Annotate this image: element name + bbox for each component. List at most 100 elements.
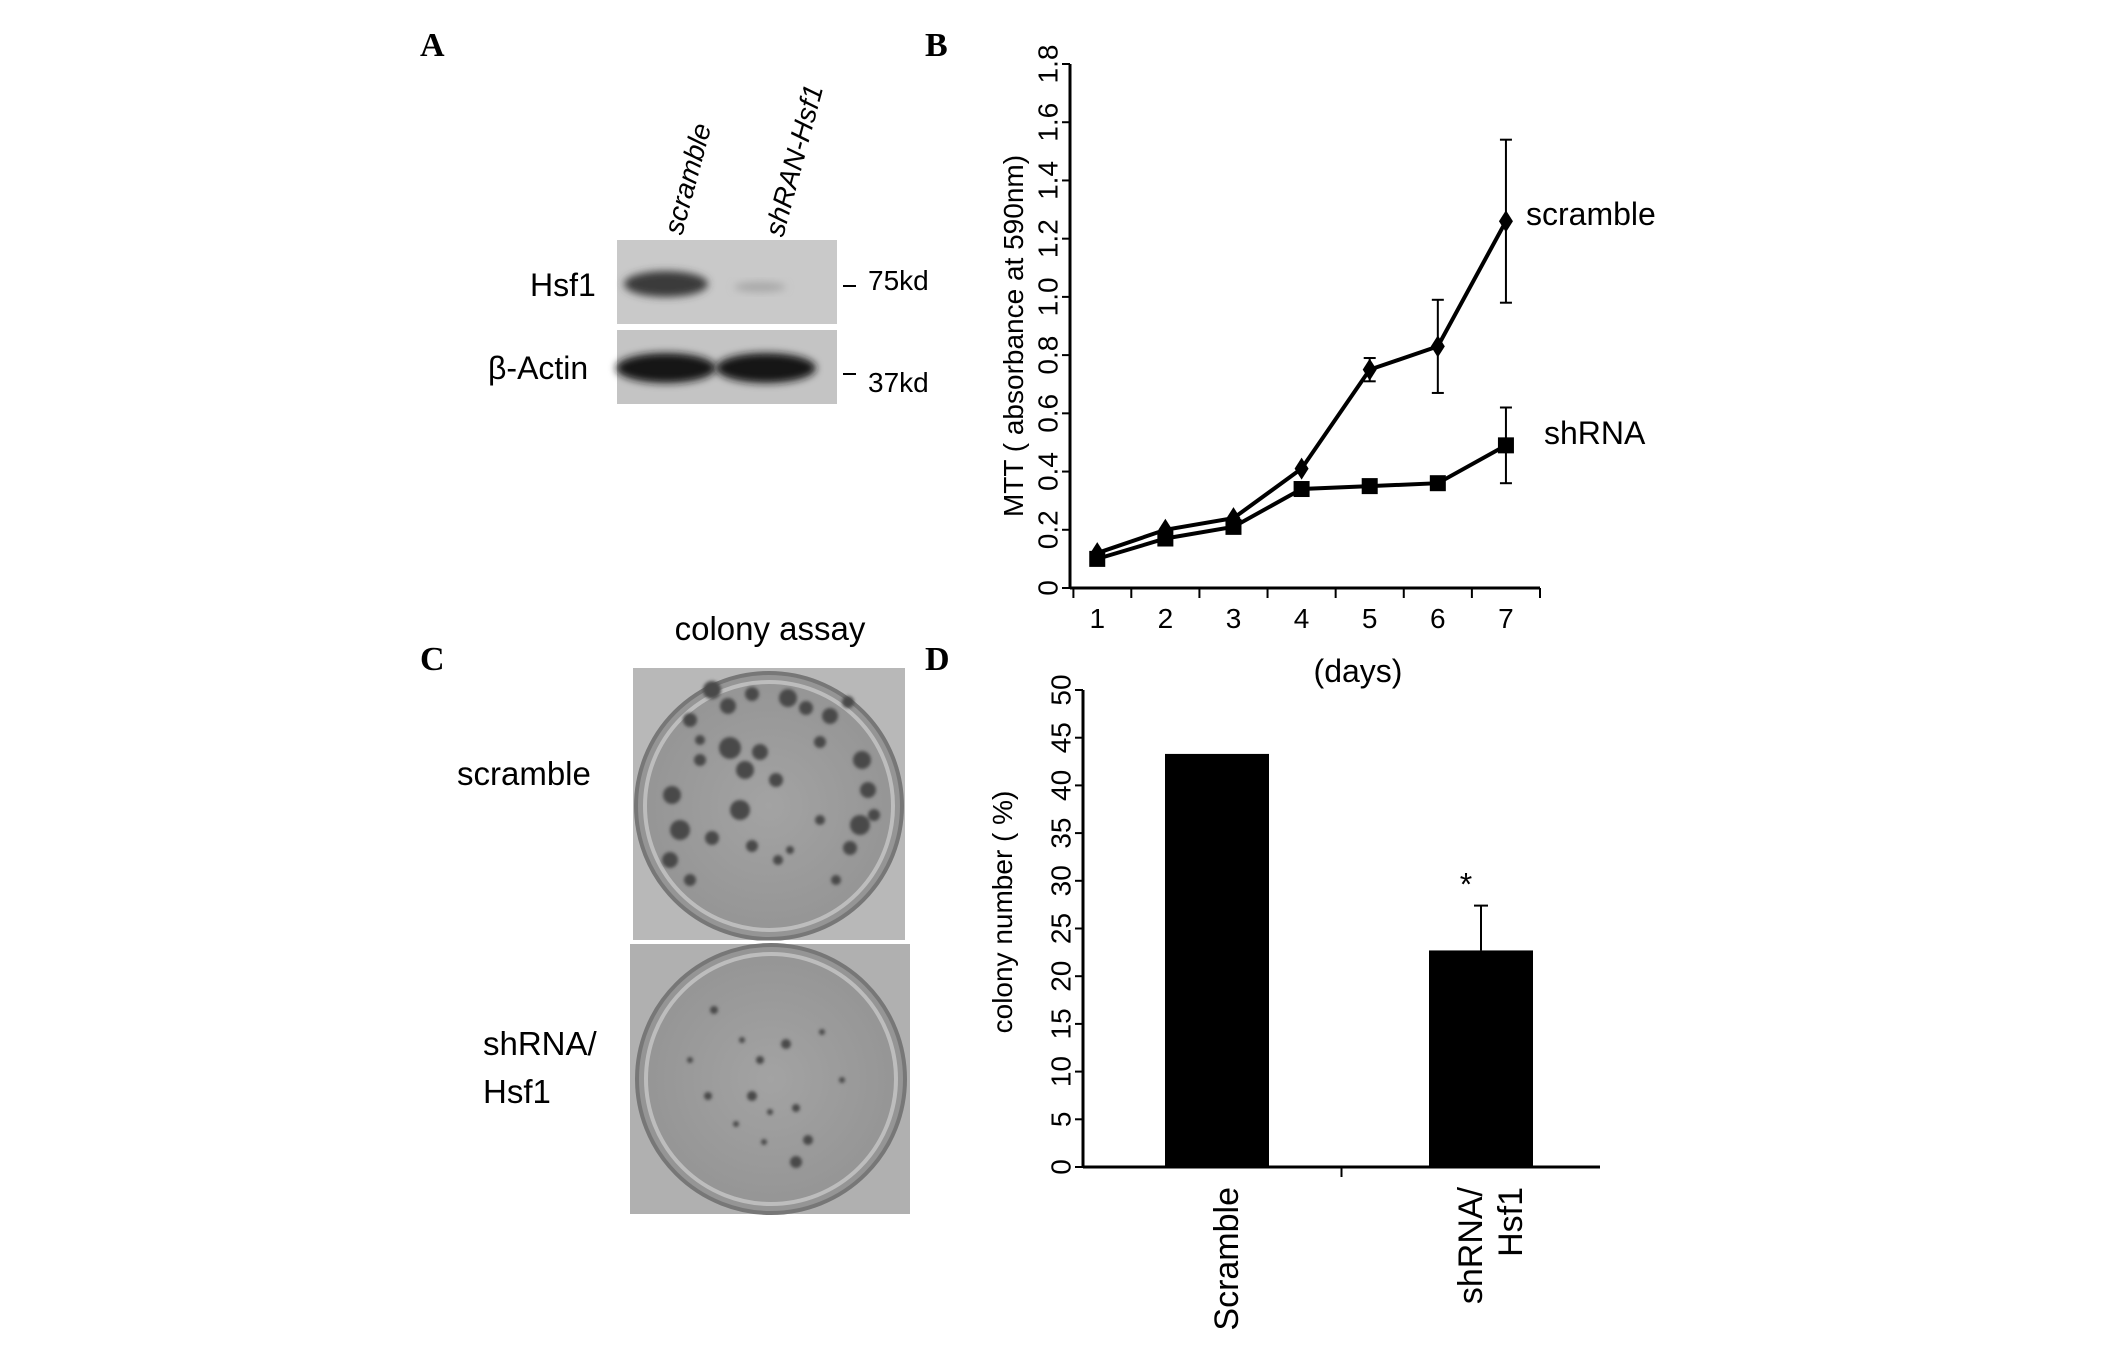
- colony: [850, 815, 870, 835]
- colony: [868, 809, 880, 821]
- lane-label-shrna-hsf1: shRAN-Hsf1: [759, 81, 829, 239]
- colony: [853, 751, 871, 769]
- colony: [815, 815, 825, 825]
- data-point-scramble: [1362, 358, 1377, 381]
- colony: [684, 874, 696, 886]
- y-tick-label: 20: [1046, 961, 1077, 992]
- data-point-shrna: [1225, 518, 1242, 535]
- row-label-shrna-line1: shRNA/: [483, 1025, 598, 1062]
- colony: [843, 841, 857, 855]
- y-tick-label: 0.2: [1033, 510, 1064, 549]
- colony: [662, 852, 678, 868]
- colony-assay-title: colony assay: [675, 610, 866, 647]
- y-tick-label: 0: [1046, 1159, 1077, 1175]
- data-point-shrna: [1361, 478, 1378, 495]
- data-point-shrna: [1497, 437, 1514, 454]
- colony: [761, 1139, 767, 1145]
- panel-letter-c: C: [420, 641, 445, 678]
- colony-assay: colony assay scramble shRNA/ Hsf1: [457, 610, 910, 1215]
- lane-label-scramble: scramble: [658, 120, 717, 238]
- row-label-shrna-line2: Hsf1: [483, 1073, 551, 1110]
- colony: [790, 1156, 802, 1168]
- x-tick-label: 1: [1089, 603, 1105, 634]
- y-tick-label: 1.8: [1033, 45, 1064, 84]
- colony: [773, 855, 783, 865]
- y-tick-label: 0.4: [1033, 452, 1064, 491]
- y-tick-label: 0: [1033, 580, 1064, 596]
- colony: [694, 754, 706, 766]
- colony: [746, 840, 758, 852]
- colony: [803, 1135, 813, 1145]
- row-label-actin: β-Actin: [488, 350, 588, 386]
- band-actin-shrna: [716, 353, 816, 383]
- colony: [819, 1029, 825, 1035]
- colony: [822, 708, 838, 724]
- y-tick-label: 0.6: [1033, 394, 1064, 433]
- band-actin-scramble: [616, 353, 716, 383]
- colony: [747, 1091, 757, 1101]
- x-tick-label: 5: [1362, 603, 1378, 634]
- colony: [781, 1039, 791, 1049]
- data-point-shrna: [1089, 550, 1106, 567]
- colony: [839, 1077, 845, 1083]
- colony: [779, 689, 797, 707]
- data-point-shrna: [1157, 530, 1174, 547]
- series-label-shrna: shRNA: [1544, 415, 1646, 451]
- series-label-scramble: scramble: [1526, 196, 1656, 232]
- data-point-scramble: [1498, 210, 1513, 233]
- colony: [792, 1104, 800, 1112]
- colony: [756, 1056, 764, 1064]
- colony: [720, 698, 736, 714]
- x-tick-label: 7: [1498, 603, 1514, 634]
- bar: [1165, 753, 1269, 1167]
- line-chart-ylabel: MTT ( absorbance at 590nm): [998, 155, 1029, 517]
- category-label: Scramble: [1208, 1187, 1246, 1331]
- x-tick-label: 6: [1430, 603, 1446, 634]
- colony: [695, 735, 705, 745]
- colony: [670, 820, 690, 840]
- data-point-scramble: [1294, 457, 1309, 480]
- colony: [730, 800, 750, 820]
- colony: [663, 786, 681, 804]
- y-tick-label: 1.0: [1033, 277, 1064, 316]
- panel-letter-d: D: [925, 641, 950, 678]
- y-tick-label: 5: [1046, 1112, 1077, 1128]
- colony: [786, 846, 794, 854]
- significance-marker: *: [1460, 867, 1472, 903]
- marker-75kd: 75kd: [868, 265, 929, 296]
- band-hsf1-scramble: [624, 271, 708, 297]
- category-label: Hsf1: [1492, 1187, 1530, 1257]
- panel-letter-a: A: [420, 27, 445, 64]
- y-tick-label: 25: [1046, 913, 1077, 944]
- colony: [683, 713, 697, 727]
- colony: [704, 1092, 712, 1100]
- colony: [842, 696, 854, 708]
- bar: [1429, 950, 1533, 1167]
- dish-scramble: [633, 668, 905, 941]
- data-point-shrna: [1293, 481, 1310, 498]
- colony: [767, 1109, 773, 1115]
- y-tick-label: 1.4: [1033, 161, 1064, 200]
- data-point-scramble: [1430, 335, 1445, 358]
- colony: [799, 701, 813, 715]
- y-tick-label: 1.6: [1033, 103, 1064, 142]
- bar-chart: 05101520253035404550Scramble*shRNA/Hsf1 …: [987, 674, 1600, 1331]
- category-label: shRNA/: [1452, 1186, 1490, 1304]
- colony: [710, 1006, 718, 1014]
- y-tick-label: 0.8: [1033, 336, 1064, 375]
- y-tick-label: 10: [1046, 1056, 1077, 1087]
- data-point-shrna: [1429, 475, 1446, 492]
- colony: [703, 681, 721, 699]
- colony: [733, 1121, 739, 1127]
- colony: [687, 1057, 693, 1063]
- bar-chart-plot: 0 5 10 15 20 25 30 35 40 45 50 Scramble * shRNA/Hsf1: [1046, 674, 1600, 1331]
- western-blot: scramble shRAN-Hsf1 Hsf1 β-Actin 75kd 37…: [488, 81, 929, 404]
- colony: [860, 782, 876, 798]
- y-tick-label: 30: [1046, 865, 1077, 896]
- row-label-hsf1: Hsf1: [530, 267, 596, 303]
- row-label-scramble: scramble: [457, 755, 591, 792]
- colony: [739, 1037, 745, 1043]
- x-tick-label: 3: [1226, 603, 1242, 634]
- line-chart-xlabel: (days): [1314, 653, 1403, 689]
